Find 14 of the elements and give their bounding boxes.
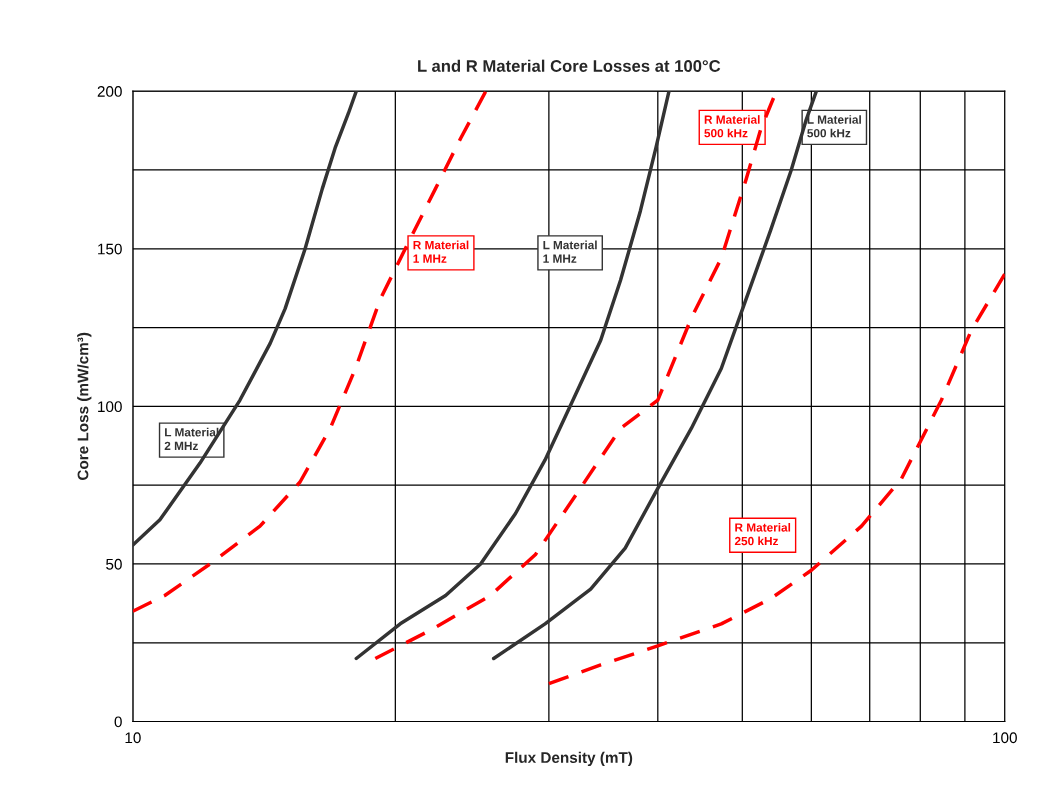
- annotation: R Material 250 kHz: [734, 522, 791, 546]
- y-tick-label: 200: [97, 86, 122, 97]
- y-tick-label: 50: [106, 558, 122, 570]
- x-axis-title: Flux Density (mT): [505, 751, 633, 766]
- chart-title: L and R Material Core Losses at 100°C: [418, 59, 721, 72]
- annotation: R Material 500 kHz: [704, 115, 760, 138]
- annotation: L Material 1 MHz: [543, 240, 597, 263]
- y-tick-label: 100: [98, 401, 122, 413]
- annotation: R Material 1 MHz: [413, 240, 469, 263]
- y-tick-label: 0: [114, 716, 122, 728]
- y-axis-title: Core Loss (mW/cm³): [77, 332, 92, 481]
- y-tick-label: 150: [98, 243, 122, 255]
- x-tick-label: 10: [125, 732, 141, 744]
- annotation: L Material 2 MHz: [164, 427, 219, 450]
